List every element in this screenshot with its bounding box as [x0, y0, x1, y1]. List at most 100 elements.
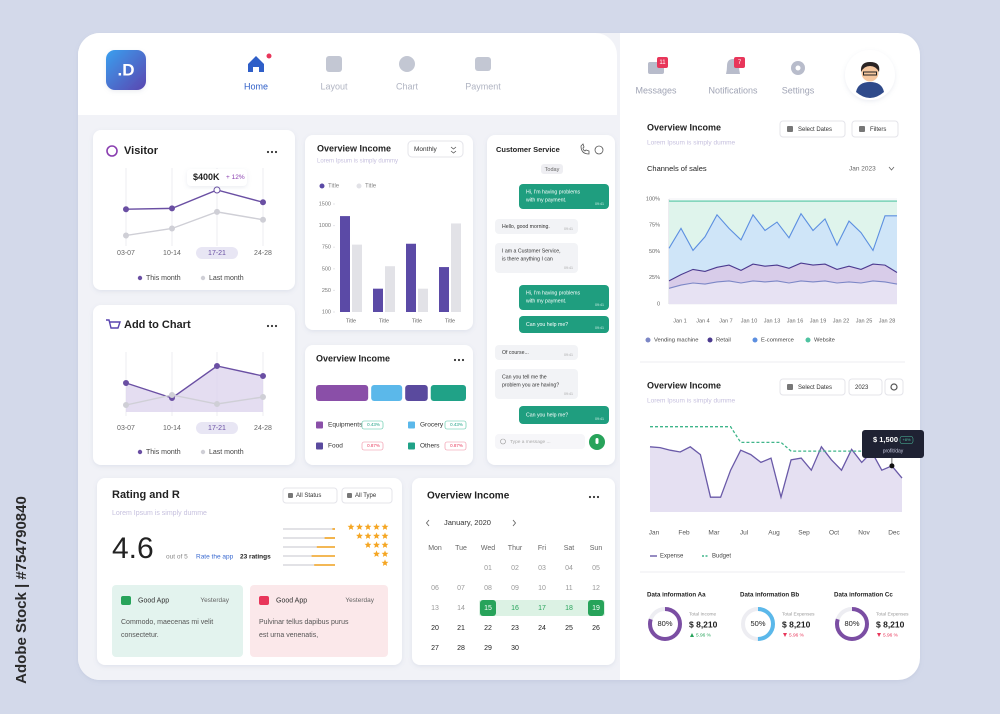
- header-item[interactable]: Notifications: [708, 85, 758, 95]
- dropdown[interactable]: [407, 140, 464, 158]
- day-label[interactable]: 23: [511, 625, 519, 632]
- day-label[interactable]: 02: [511, 565, 519, 572]
- bar: [352, 244, 362, 312]
- legend-label: This month: [146, 449, 181, 456]
- more-dot[interactable]: [274, 150, 278, 154]
- button-label[interactable]: 2023: [855, 385, 869, 391]
- day-label[interactable]: 05: [592, 565, 600, 572]
- split-segment: [316, 385, 369, 401]
- phone-icon[interactable]: [580, 143, 590, 155]
- filter-icon: [288, 493, 293, 498]
- day-label[interactable]: 08: [484, 585, 492, 592]
- header-item[interactable]: Messages: [635, 85, 677, 95]
- day-label[interactable]: 21: [457, 625, 465, 632]
- day-label[interactable]: 26: [592, 625, 600, 632]
- badge: [657, 57, 668, 68]
- series-line: [668, 280, 898, 289]
- rate-link[interactable]: Rate the app: [196, 554, 234, 561]
- layout-icon[interactable]: [326, 56, 342, 72]
- filter-dropdown[interactable]: [282, 487, 338, 504]
- header-item[interactable]: Settings: [782, 85, 815, 95]
- x-tick-label: 10-14: [163, 425, 181, 432]
- series-line: [650, 426, 902, 452]
- more-dot[interactable]: [592, 495, 596, 499]
- next-arrow[interactable]: [512, 519, 517, 527]
- nav-item[interactable]: Layout: [320, 81, 348, 91]
- filter-dropdown[interactable]: [341, 487, 393, 504]
- message-input[interactable]: [495, 434, 585, 449]
- x-tick-label: Jan: [649, 530, 660, 537]
- nav-item[interactable]: Home: [244, 81, 268, 91]
- star-icon: [347, 523, 355, 530]
- day-label[interactable]: 04: [565, 565, 573, 572]
- clock-icon[interactable]: [594, 145, 604, 155]
- day-label[interactable]: 13: [431, 605, 439, 612]
- day-label[interactable]: 24: [538, 625, 546, 632]
- more-dot[interactable]: [266, 150, 270, 154]
- prev-arrow[interactable]: [425, 519, 430, 527]
- day-label[interactable]: 01: [484, 565, 492, 572]
- more-dot[interactable]: [266, 324, 270, 328]
- x-tick-label: 03-07: [117, 425, 135, 432]
- day-label[interactable]: 22: [484, 625, 492, 632]
- x-tick-label: Dec: [888, 530, 900, 537]
- message-bubble: [519, 406, 609, 424]
- settings-button[interactable]: [884, 378, 904, 396]
- more-dot[interactable]: [461, 358, 465, 362]
- message-text: Can you help me?: [526, 412, 568, 418]
- day-label[interactable]: 11: [565, 585, 572, 592]
- button-label[interactable]: Filters: [870, 127, 886, 133]
- day-label[interactable]: 06: [431, 585, 439, 592]
- more-dot[interactable]: [588, 495, 592, 499]
- filter-label[interactable]: All Type: [355, 493, 377, 499]
- day-label[interactable]: 14: [457, 605, 465, 612]
- day-label[interactable]: 07: [457, 585, 465, 592]
- more-dot[interactable]: [596, 495, 600, 499]
- day-label[interactable]: 09: [511, 585, 519, 592]
- panel-button[interactable]: [779, 120, 846, 138]
- nav-item[interactable]: Chart: [396, 81, 419, 91]
- day-label[interactable]: 18: [565, 605, 573, 612]
- day-label[interactable]: 03: [538, 565, 546, 572]
- day-label[interactable]: 15: [484, 605, 492, 612]
- home-icon[interactable]: [248, 56, 264, 72]
- dropdown-label[interactable]: Monthly: [414, 146, 438, 153]
- more-dot[interactable]: [270, 324, 274, 328]
- button-icon: [859, 126, 865, 132]
- legend-swatch: [316, 421, 323, 429]
- legend-label: Food: [328, 443, 343, 450]
- message-bubble: [519, 316, 609, 333]
- day-label[interactable]: 10: [538, 585, 546, 592]
- panel-button[interactable]: [851, 120, 899, 138]
- day-label[interactable]: 17: [538, 605, 546, 612]
- more-dot[interactable]: [270, 150, 274, 154]
- button-label[interactable]: Select Dates: [798, 127, 832, 133]
- more-dot[interactable]: [457, 358, 461, 362]
- button-label[interactable]: Select Dates: [798, 385, 832, 391]
- day-label[interactable]: 20: [431, 625, 439, 632]
- cart-icon: [106, 319, 121, 329]
- day-label[interactable]: 29: [484, 645, 492, 652]
- day-label[interactable]: 16: [511, 605, 519, 612]
- message-text: I am a Customer Service,: [502, 248, 561, 254]
- day-label[interactable]: 27: [431, 645, 439, 652]
- payment-icon[interactable]: [475, 57, 491, 71]
- more-dot[interactable]: [274, 324, 278, 328]
- more-dot[interactable]: [453, 358, 457, 362]
- series-line: [125, 189, 264, 210]
- change-badge: [444, 441, 467, 451]
- panel-button[interactable]: [779, 378, 846, 396]
- star-icon: [373, 532, 380, 539]
- day-label[interactable]: 28: [457, 645, 465, 652]
- year-dropdown[interactable]: [848, 378, 883, 396]
- day-label[interactable]: 30: [511, 645, 519, 652]
- legend-label: Others: [420, 443, 440, 450]
- filter-label[interactable]: All Status: [296, 493, 321, 499]
- chart-icon[interactable]: [399, 56, 415, 72]
- day-label[interactable]: 12: [592, 585, 600, 592]
- nav-item[interactable]: Payment: [465, 81, 501, 91]
- day-label[interactable]: 25: [565, 625, 573, 632]
- weekday-label: Sat: [564, 545, 575, 552]
- day-label[interactable]: 19: [592, 605, 600, 612]
- period-label[interactable]: Jan 2023: [849, 166, 876, 173]
